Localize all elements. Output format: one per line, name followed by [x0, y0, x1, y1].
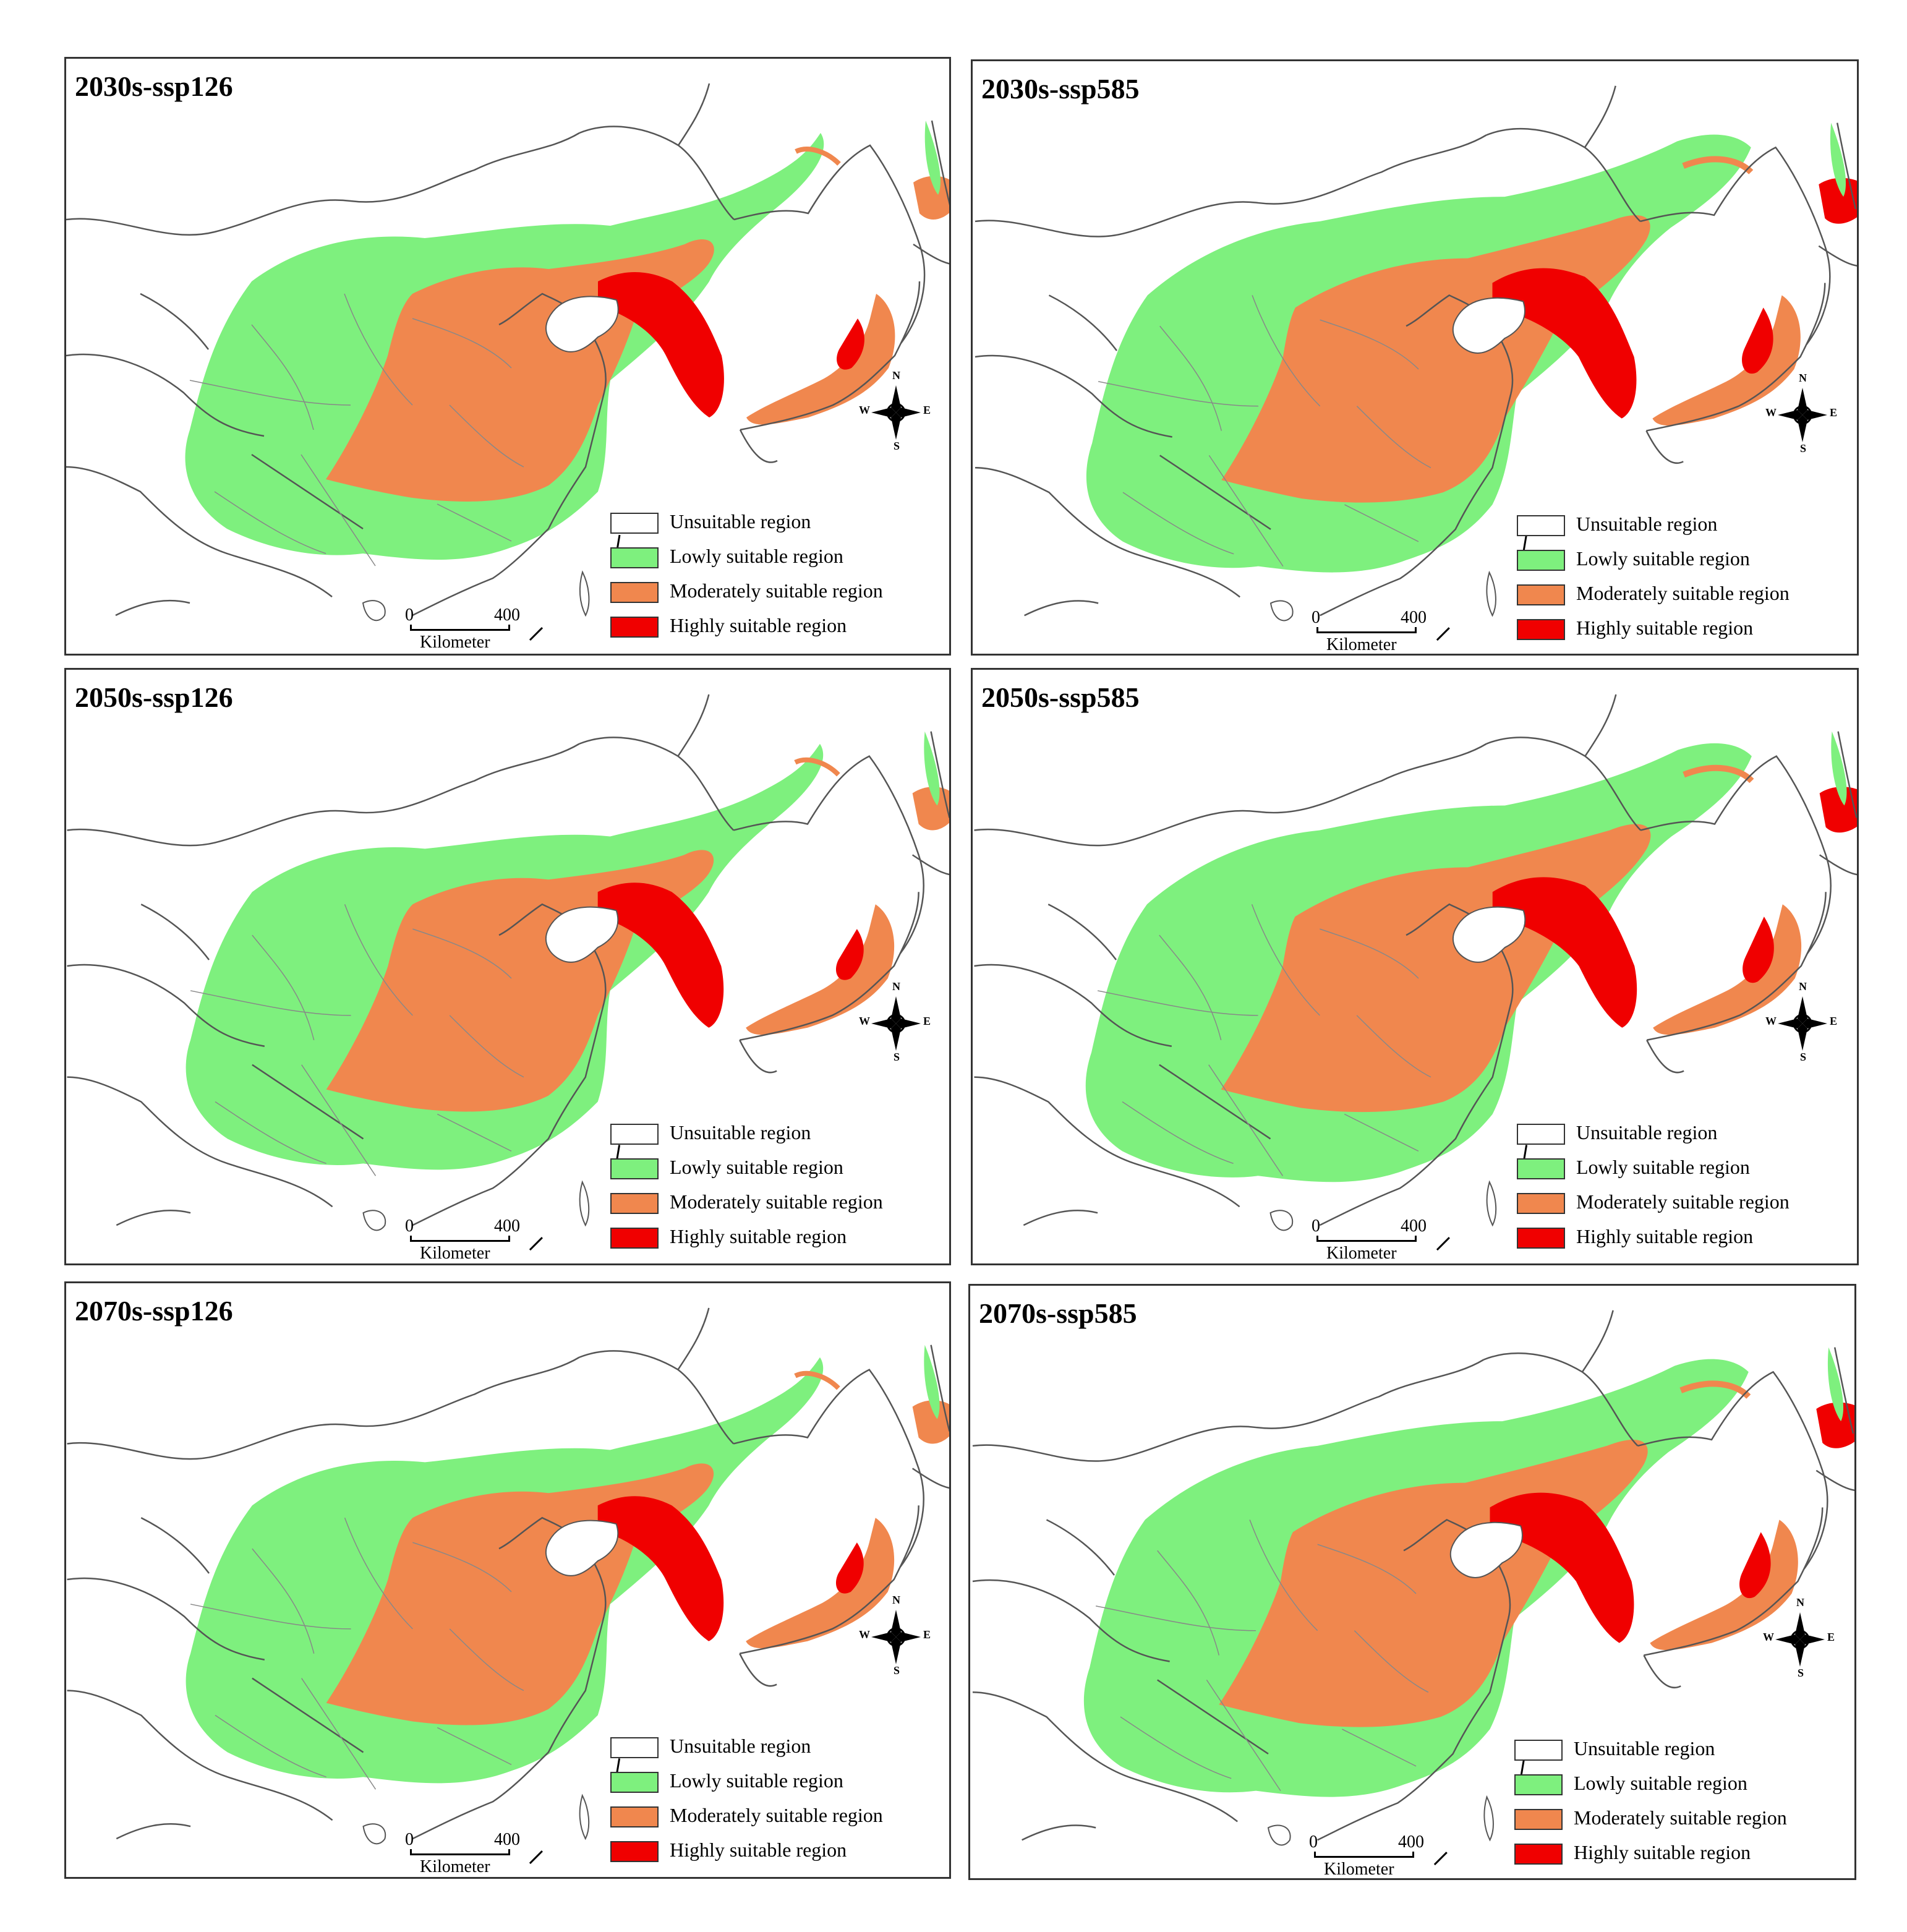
compass-w: W [1765, 406, 1777, 419]
scale-end: 400 [1401, 608, 1427, 627]
legend-item: Highly suitable region [1517, 1224, 1838, 1259]
legend-item: Moderately suitable region [610, 578, 932, 613]
map-panel-2050s-ssp585: 2050s-ssp585 N S W E 0 400 Kilometer Uns… [971, 668, 1859, 1265]
scale-start: 0 [1312, 608, 1320, 627]
compass-s: S [1798, 1667, 1804, 1679]
compass-s: S [1800, 442, 1807, 455]
panel-title: 2030s-ssp126 [75, 71, 233, 102]
scale-unit: Kilometer [1326, 1244, 1397, 1263]
scale-start: 0 [405, 605, 414, 625]
panel-title: 2050s-ssp126 [75, 682, 233, 713]
legend-item: Highly suitable region [610, 613, 932, 648]
legend-item: Unsuitable region [610, 509, 932, 544]
panel-title: 2070s-ssp126 [75, 1295, 233, 1327]
legend-item: Unsuitable region [1517, 511, 1838, 546]
legend: Unsuitable region Lowly suitable region … [610, 509, 932, 648]
legend-item: Moderately suitable region [1517, 581, 1838, 615]
compass-rose-icon: N S W E [1763, 1596, 1837, 1683]
compass-n: N [892, 1594, 900, 1606]
compass-w: W [1765, 1015, 1777, 1027]
legend-item: Lowly suitable region [1517, 546, 1838, 581]
map-panel-2030s-ssp126: 2030s-ssp126 N S W E 0 400 Kilometer Uns… [64, 57, 951, 656]
compass-rose-icon: N S W E [859, 1594, 933, 1680]
compass-e: E [923, 1015, 931, 1027]
legend-item: Highly suitable region [610, 1224, 932, 1259]
scale-end: 400 [1401, 1216, 1427, 1236]
scale-unit: Kilometer [420, 1244, 490, 1263]
scale-unit: Kilometer [1326, 635, 1397, 654]
scale-end: 400 [1398, 1832, 1424, 1852]
compass-e: E [1830, 406, 1838, 419]
scale-start: 0 [1312, 1216, 1320, 1236]
compass-e: E [923, 404, 931, 416]
legend-item: Lowly suitable region [1514, 1771, 1836, 1805]
compass-s: S [894, 1664, 900, 1677]
compass-w: W [859, 1015, 870, 1027]
legend-item: Moderately suitable region [610, 1803, 932, 1837]
compass-rose-icon: N S W E [1765, 980, 1840, 1067]
legend: Unsuitable region Lowly suitable region … [610, 1120, 932, 1259]
compass-n: N [1796, 1596, 1804, 1609]
scale-start: 0 [1309, 1832, 1318, 1852]
compass-w: W [1763, 1631, 1774, 1643]
scale-bar: 0 400 Kilometer [405, 1216, 529, 1263]
scale-unit: Kilometer [420, 1857, 490, 1876]
scale-start: 0 [405, 1830, 414, 1849]
legend: Unsuitable region Lowly suitable region … [1517, 1120, 1838, 1259]
legend-item: Moderately suitable region [1514, 1805, 1836, 1840]
scale-bar: 0 400 Kilometer [1312, 1216, 1435, 1263]
map-panel-2070s-ssp126: 2070s-ssp126 N S W E 0 400 Kilometer Uns… [64, 1281, 951, 1879]
legend-item: Unsuitable region [1517, 1120, 1838, 1155]
compass-n: N [892, 369, 900, 382]
compass-rose-icon: N S W E [859, 369, 933, 456]
legend-item: Moderately suitable region [1517, 1189, 1838, 1224]
map-panel-2030s-ssp585: 2030s-ssp585 N S W E 0 400 Kilometer Uns… [971, 59, 1859, 656]
scale-end: 400 [494, 1216, 520, 1236]
compass-s: S [894, 1051, 900, 1063]
legend-item: Highly suitable region [610, 1837, 932, 1872]
scale-end: 400 [494, 605, 520, 625]
legend-item: Lowly suitable region [610, 1768, 932, 1803]
legend-item: Unsuitable region [1514, 1736, 1836, 1771]
legend-item: Moderately suitable region [610, 1189, 932, 1224]
legend-item: Highly suitable region [1517, 615, 1838, 650]
scale-end: 400 [494, 1830, 520, 1849]
compass-n: N [1799, 980, 1807, 993]
compass-w: W [859, 404, 870, 416]
legend-item: Lowly suitable region [610, 544, 932, 578]
compass-e: E [1830, 1015, 1838, 1027]
legend-item: Unsuitable region [610, 1120, 932, 1155]
legend-item: Highly suitable region [1514, 1840, 1836, 1874]
legend-item: Unsuitable region [610, 1733, 932, 1768]
scale-bar: 0 400 Kilometer [405, 605, 529, 654]
scale-start: 0 [405, 1216, 414, 1236]
panel-title: 2050s-ssp585 [981, 682, 1140, 713]
compass-n: N [1799, 372, 1807, 384]
legend: Unsuitable region Lowly suitable region … [1517, 511, 1838, 650]
scale-bar: 0 400 Kilometer [1309, 1832, 1433, 1879]
compass-s: S [1800, 1051, 1807, 1063]
compass-e: E [1827, 1631, 1835, 1643]
scale-bar: 0 400 Kilometer [1312, 608, 1435, 654]
compass-s: S [894, 440, 900, 452]
panel-title: 2070s-ssp585 [979, 1297, 1137, 1329]
legend-item: Lowly suitable region [1517, 1155, 1838, 1189]
legend: Unsuitable region Lowly suitable region … [1514, 1736, 1836, 1874]
scale-unit: Kilometer [1324, 1860, 1394, 1879]
compass-rose-icon: N S W E [1765, 372, 1840, 458]
scale-unit: Kilometer [420, 633, 490, 652]
legend: Unsuitable region Lowly suitable region … [610, 1733, 932, 1872]
compass-n: N [892, 980, 900, 993]
compass-w: W [859, 1628, 870, 1641]
map-panel-2070s-ssp585: 2070s-ssp585 N S W E 0 400 Kilometer Uns… [968, 1284, 1856, 1880]
compass-rose-icon: N S W E [859, 980, 933, 1067]
scale-bar: 0 400 Kilometer [405, 1830, 529, 1877]
map-panel-2050s-ssp126: 2050s-ssp126 N S W E 0 400 Kilometer Uns… [64, 668, 951, 1265]
legend-item: Lowly suitable region [610, 1155, 932, 1189]
panel-title: 2030s-ssp585 [981, 73, 1140, 105]
compass-e: E [923, 1628, 931, 1641]
